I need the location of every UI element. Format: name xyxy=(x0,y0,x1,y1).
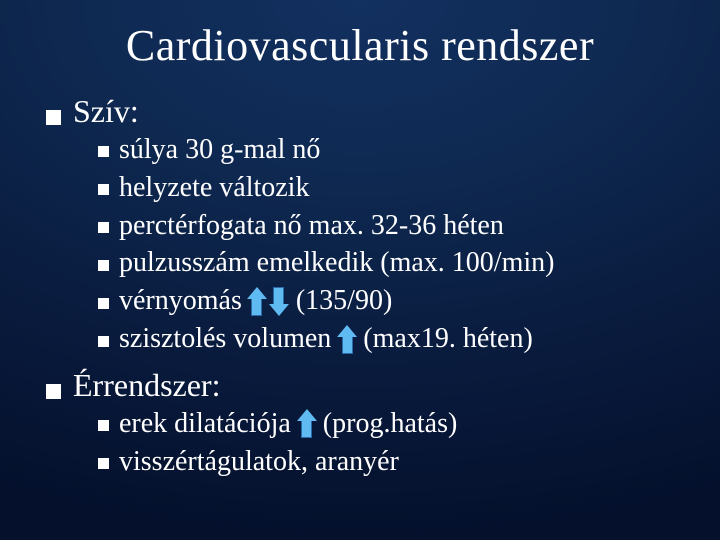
item-text: pulzusszám emelkedik (max. 100/min) xyxy=(119,245,554,281)
list-item: vérnyomás (135/90) xyxy=(98,283,680,319)
section-heart-header: Szív: xyxy=(46,93,680,130)
bullet-icon xyxy=(98,222,109,233)
item-text-post: (max19. héten) xyxy=(363,321,533,357)
list-item: visszértágulatok, aranyér xyxy=(98,444,680,480)
heart-items: súlya 30 g-mal nő helyzete változik perc… xyxy=(98,132,680,357)
section-vascular-header: Érrendszer: xyxy=(46,367,680,404)
bullet-icon xyxy=(46,110,61,125)
bullet-icon xyxy=(98,184,109,195)
list-item: helyzete változik xyxy=(98,170,680,206)
arrow-up-icon xyxy=(247,287,267,316)
list-item: szisztolés volumen (max19. héten) xyxy=(98,321,680,357)
list-item: erek dilatációja (prog.hatás) xyxy=(98,406,680,442)
bullet-icon xyxy=(98,260,109,271)
bullet-icon xyxy=(98,146,109,157)
item-text-pre: szisztolés volumen xyxy=(119,321,331,357)
item-text: visszértágulatok, aranyér xyxy=(119,444,399,480)
arrow-up-icon xyxy=(337,325,357,354)
slide-title: Cardiovascularis rendszer xyxy=(40,20,680,71)
bullet-icon xyxy=(46,384,61,399)
vascular-items: erek dilatációja (prog.hatás) visszértág… xyxy=(98,406,680,480)
item-text: szisztolés volumen (max19. héten) xyxy=(119,321,533,357)
list-item: súlya 30 g-mal nő xyxy=(98,132,680,168)
item-text: súlya 30 g-mal nő xyxy=(119,132,320,168)
section-vascular-title: Érrendszer: xyxy=(73,367,220,404)
arrow-up-icon xyxy=(297,409,317,438)
section-heart-title: Szív: xyxy=(73,93,139,130)
item-text-post: (prog.hatás) xyxy=(323,406,458,442)
item-text-post: (135/90) xyxy=(296,283,392,319)
slide: Cardiovascularis rendszer Szív: súlya 30… xyxy=(0,0,720,540)
section-vascular: Érrendszer: erek dilatációja (prog.hatás… xyxy=(46,367,680,480)
item-text-pre: vérnyomás xyxy=(119,283,242,319)
section-heart: Szív: súlya 30 g-mal nő helyzete változi… xyxy=(46,93,680,357)
item-text: vérnyomás (135/90) xyxy=(119,283,392,319)
bullet-icon xyxy=(98,336,109,347)
item-text: erek dilatációja (prog.hatás) xyxy=(119,406,457,442)
bullet-icon xyxy=(98,420,109,431)
arrow-down-icon xyxy=(269,287,289,316)
list-item: pulzusszám emelkedik (max. 100/min) xyxy=(98,245,680,281)
item-text: perctérfogata nő max. 32-36 héten xyxy=(119,208,504,244)
list-item: perctérfogata nő max. 32-36 héten xyxy=(98,208,680,244)
bullet-icon xyxy=(98,298,109,309)
arrow-up-down-icon xyxy=(246,287,290,316)
bullet-icon xyxy=(98,458,109,469)
item-text: helyzete változik xyxy=(119,170,309,206)
item-text-pre: erek dilatációja xyxy=(119,406,291,442)
